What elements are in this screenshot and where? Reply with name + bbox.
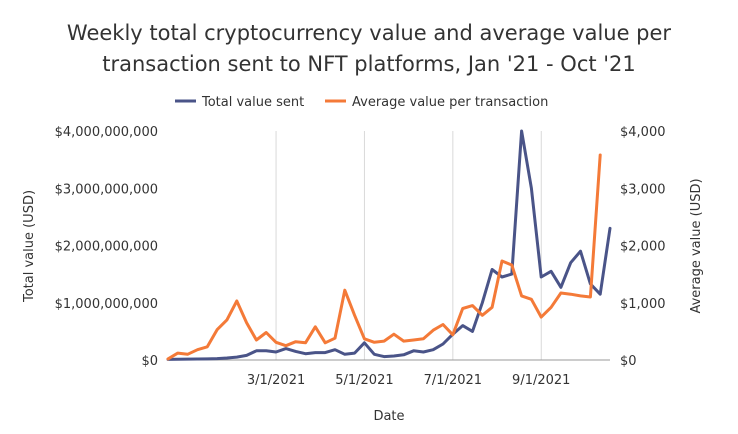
legend-label-total-value: Total value sent	[201, 95, 304, 110]
right-y-tick-label: $1,000	[620, 297, 666, 312]
series-lines	[166, 129, 612, 361]
right-y-tick-label: $2,000	[620, 240, 666, 255]
legend-label-average-value: Average value per transaction	[352, 95, 548, 110]
left-y-tick-label: $3,000,000,000	[55, 182, 158, 197]
x-axis-ticks: 3/1/2021 5/1/2021 7/1/2021 9/1/2021	[247, 373, 571, 388]
left-y-tick-label: $4,000,000,000	[55, 125, 158, 140]
right-y-tick-label: $4,000	[620, 125, 666, 140]
right-y-tick-label: $3,000	[620, 182, 666, 197]
x-tick-label: 5/1/2021	[335, 373, 393, 388]
chart-title-line-2: transaction sent to NFT platforms, Jan '…	[102, 52, 636, 76]
left-y-axis-title: Total value (USD)	[22, 190, 37, 303]
right-y-axis-title: Average value (USD)	[689, 178, 704, 313]
series-line-total-value	[166, 129, 612, 361]
left-y-tick-label: $1,000,000,000	[55, 297, 158, 312]
gridlines	[275, 131, 542, 360]
x-tick-label: 3/1/2021	[247, 373, 305, 388]
left-y-tick-label: $0	[141, 354, 158, 369]
x-tick-label: 9/1/2021	[512, 373, 570, 388]
chart-title-line-1: Weekly total cryptocurrency value and av…	[67, 21, 672, 45]
left-y-tick-label: $2,000,000,000	[55, 240, 158, 255]
x-axis-title: Date	[373, 409, 404, 424]
left-y-axis-ticks: $0 $1,000,000,000 $2,000,000,000 $3,000,000…	[55, 125, 158, 369]
right-y-axis-ticks: $0 $1,000 $2,000 $3,000 $4,000	[620, 125, 666, 369]
x-tick-label: 7/1/2021	[424, 373, 482, 388]
series-line-average-value	[166, 153, 602, 361]
legend: Total value sent Average value per trans…	[175, 95, 548, 110]
right-y-tick-label: $0	[620, 354, 637, 369]
